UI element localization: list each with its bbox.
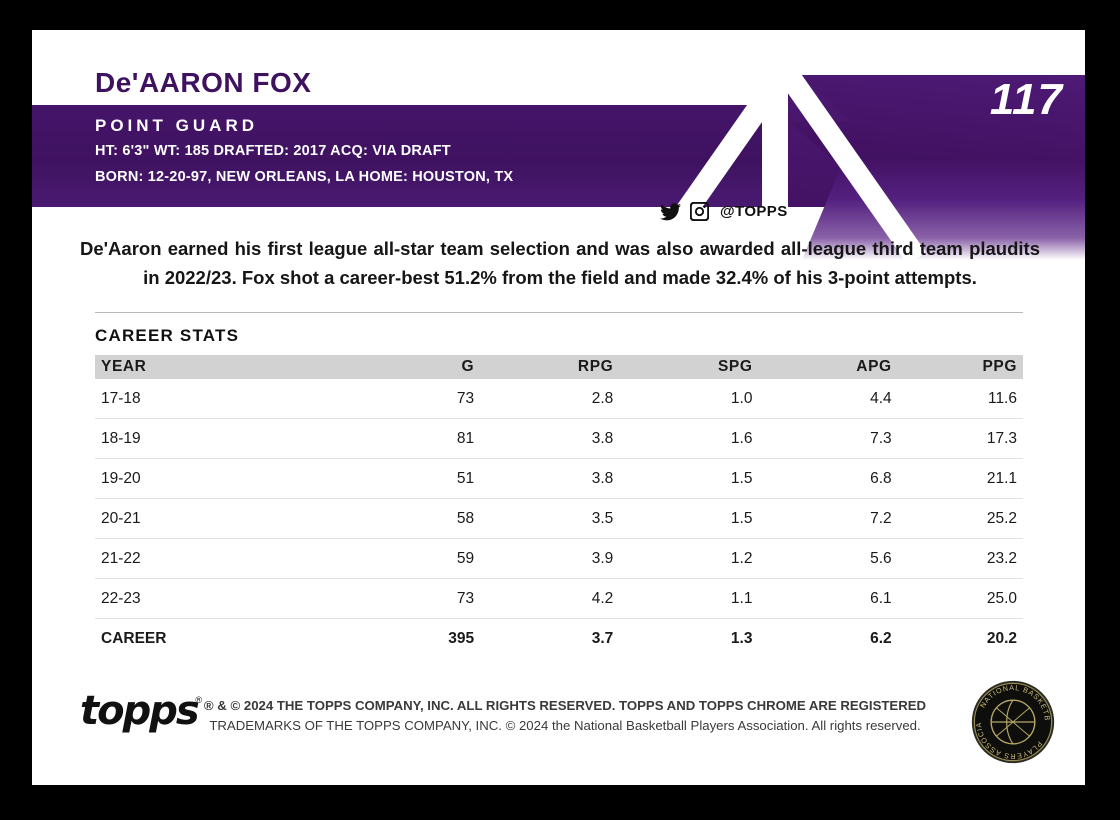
cell-g: 51 — [345, 458, 481, 499]
player-bio-paragraph: De'Aaron earned his first league all-sta… — [80, 238, 1040, 288]
cell-spg: 1.1 — [619, 578, 759, 619]
player-vitals-line-1: HT: 6'3" WT: 185 DRAFTED: 2017 ACQ: VIA … — [95, 143, 451, 159]
table-row: 21-22 59 3.9 1.2 5.6 23.2 — [95, 538, 1023, 579]
header-purple-bar — [32, 105, 762, 207]
cell-rpg: 3.5 — [480, 498, 620, 539]
cell-rpg: 4.2 — [480, 578, 620, 619]
cell-year: 22-23 — [95, 578, 346, 619]
cell-ppg: 25.2 — [897, 498, 1023, 539]
nbpa-basketball-seal-icon: NATIONAL BASKETBALL PLAYERS ASSOCIATION — [968, 673, 1055, 764]
card-footer: topps ® ® & © 2024 THE TOPPS COMPANY, IN… — [32, 670, 1085, 785]
section-divider — [95, 312, 1023, 313]
column-header-apg: APG — [758, 355, 898, 379]
card-header: 117 De'AARON FOX POINT GUARD HT: 6'3" WT… — [32, 30, 1085, 265]
cell-apg: 6.1 — [758, 578, 898, 619]
cell-spg: 1.5 — [619, 498, 759, 539]
table-row: 20-21 58 3.5 1.5 7.2 25.2 — [95, 498, 1023, 539]
table-row: 19-20 51 3.8 1.5 6.8 21.1 — [95, 458, 1023, 499]
cell-apg: 6.2 — [870, 629, 892, 647]
column-header-ppg: PPG — [897, 355, 1023, 379]
registered-trademark-icon: ® — [195, 695, 202, 705]
cell-ppg: 21.1 — [897, 458, 1023, 499]
cell-apg: 7.2 — [758, 498, 898, 539]
copyright-line-2: TRADEMARKS OF THE TOPPS COMPANY, INC. © … — [209, 718, 921, 734]
social-handle-text: @TOPPS — [720, 203, 788, 220]
cell-year: CAREER — [101, 629, 167, 647]
topps-logo: topps ® — [80, 688, 202, 737]
career-stats-table: YEAR G RPG SPG APG PPG 17-18 73 2.8 1.0 … — [95, 355, 1023, 658]
social-handles: @TOPPS — [660, 202, 788, 221]
topps-wordmark: topps — [80, 688, 200, 734]
cell-g: 395 — [448, 629, 475, 647]
career-stats-title: CAREER STATS — [95, 326, 240, 345]
cell-rpg: 3.8 — [480, 458, 620, 499]
cell-ppg: 20.2 — [986, 629, 1017, 647]
cell-apg: 4.4 — [758, 379, 898, 419]
cell-g: 73 — [345, 379, 481, 419]
cell-g: 58 — [345, 498, 481, 539]
table-header-row: YEAR G RPG SPG APG PPG — [95, 355, 1023, 379]
cell-year: 20-21 — [95, 498, 346, 539]
cell-ppg: 25.0 — [897, 578, 1023, 619]
column-header-rpg: RPG — [480, 355, 620, 379]
twitter-bird-icon[interactable] — [660, 202, 681, 221]
column-header-year: YEAR — [95, 355, 346, 379]
cell-apg: 7.3 — [758, 418, 898, 459]
player-position: POINT GUARD — [95, 116, 258, 135]
cell-g: 59 — [345, 538, 481, 579]
cell-g: 73 — [345, 578, 481, 619]
table-row: 18-19 81 3.8 1.6 7.3 17.3 — [95, 418, 1023, 459]
cell-rpg: 3.8 — [480, 418, 620, 459]
cell-rpg: 2.8 — [480, 379, 620, 419]
cell-rpg: 3.7 — [591, 629, 614, 647]
cell-ppg: 17.3 — [897, 418, 1023, 459]
trading-card: 117 De'AARON FOX POINT GUARD HT: 6'3" WT… — [32, 30, 1085, 785]
cell-rpg: 3.9 — [480, 538, 620, 579]
cell-year: 17-18 — [95, 379, 346, 419]
cell-year: 18-19 — [95, 418, 346, 459]
cell-apg: 5.6 — [758, 538, 898, 579]
cell-spg: 1.2 — [619, 538, 759, 579]
player-vitals-line-2: BORN: 12-20-97, NEW ORLEANS, LA HOME: HO… — [95, 169, 514, 185]
table-row: 17-18 73 2.8 1.0 4.4 11.6 — [95, 379, 1023, 419]
cell-ppg: 23.2 — [897, 538, 1023, 579]
column-header-spg: SPG — [619, 355, 759, 379]
cell-spg: 1.0 — [619, 379, 759, 419]
player-name: De'AARON FOX — [95, 67, 312, 98]
cell-year: 21-22 — [95, 538, 346, 579]
table-row: 22-23 73 4.2 1.1 6.1 25.0 — [95, 578, 1023, 619]
cell-spg: 1.5 — [619, 458, 759, 499]
cell-g: 81 — [345, 418, 481, 459]
table-row-career-total: CAREER 395 3.7 1.3 6.2 20.2 — [95, 619, 1023, 659]
cell-year: 19-20 — [95, 458, 346, 499]
copyright-notice: ® & © 2024 THE TOPPS COMPANY, INC. ALL R… — [200, 696, 930, 737]
copyright-line-1: ® & © 2024 THE TOPPS COMPANY, INC. ALL R… — [203, 698, 927, 713]
column-header-g: G — [345, 355, 481, 379]
instagram-camera-icon[interactable] — [690, 202, 709, 221]
cell-spg: 1.6 — [619, 418, 759, 459]
card-number: 117 — [989, 75, 1063, 124]
cell-ppg: 11.6 — [897, 379, 1023, 419]
cell-spg: 1.3 — [730, 629, 753, 647]
cell-apg: 6.8 — [758, 458, 898, 499]
